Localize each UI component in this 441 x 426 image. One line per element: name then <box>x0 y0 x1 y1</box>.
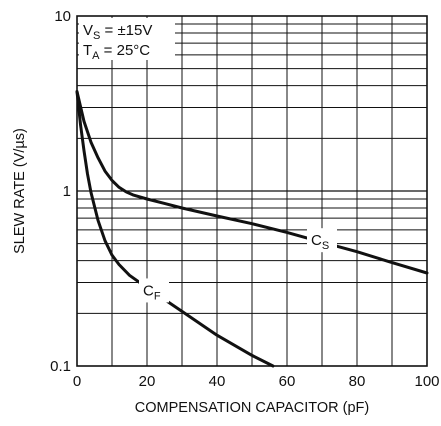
x-tick-label: 0 <box>73 373 81 390</box>
series-label-cs: CS <box>311 232 329 252</box>
series-label-background <box>307 228 337 253</box>
series-line-cf <box>75 90 275 368</box>
x-tick-label: 40 <box>209 373 226 390</box>
x-axis-label: COMPENSATION CAPACITOR (pF) <box>135 400 369 416</box>
x-tick-label: 80 <box>349 373 366 390</box>
series-label-background <box>139 278 169 303</box>
x-tick-label: 20 <box>139 373 156 390</box>
series-lines: CS CF <box>75 90 429 368</box>
grid-lines <box>77 16 427 366</box>
series-label-cf: CF <box>143 282 161 302</box>
y-axis-label: SLEW RATE (V/µs) <box>12 128 28 254</box>
y-tick-label: 10 <box>54 8 71 25</box>
y-tick-label: 0.1 <box>50 358 71 375</box>
x-tick-label: 60 <box>279 373 296 390</box>
plot-frame <box>76 15 428 367</box>
y-tick-label: 1 <box>63 183 71 200</box>
x-tick-label: 100 <box>414 373 439 390</box>
tick-labels: 0 20 40 60 80 100 0.1 1 10 <box>50 8 439 390</box>
conditions-note-background <box>79 18 175 60</box>
condition-line: TA = 25°C <box>83 42 150 62</box>
condition-line: VS = ±15V <box>83 22 152 42</box>
